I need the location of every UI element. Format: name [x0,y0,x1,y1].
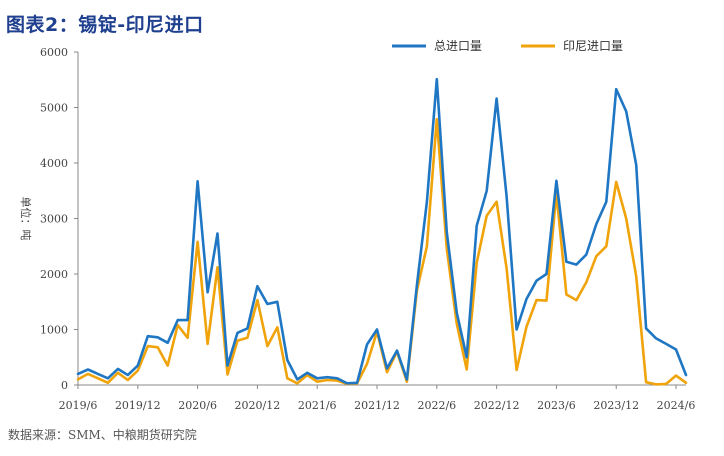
x-tick-label: 2020/6 [178,399,217,412]
y-tick-label: 2000 [40,268,68,281]
y-tick-label: 5000 [40,102,68,115]
legend: 总进口量 印尼进口量 [392,39,623,53]
x-axis: 2019/6 2019/12 2020/6 2020/12 2021/6 2021/12 2… [59,384,696,412]
x-tick-label: 2020/12 [235,399,281,412]
x-tick-label: 2019/12 [115,399,161,412]
series-layer [76,77,688,386]
x-tick-label: 2023/12 [593,399,639,412]
y-axis: 0 1000 2000 3000 4000 5000 6000 [40,46,79,392]
y-tick-label: 0 [61,379,68,392]
source-note: 数据来源：SMM、中粮期货研究院 [8,428,197,442]
x-tick-label: 2023/6 [537,399,576,412]
legend-label: 印尼进口量 [563,39,623,53]
x-tick-label: 2024/6 [657,399,696,412]
y-axis-label: 单位：吨 [19,197,33,241]
x-tick-label: 2022/12 [474,399,520,412]
series-line-total-import [76,77,688,385]
chart-title: 图表2：锡锭-印尼进口 [6,14,204,36]
x-tick-label: 2021/12 [354,399,400,412]
x-tick-label: 2022/6 [417,399,456,412]
x-tick-label: 2021/6 [298,399,337,412]
legend-label: 总进口量 [434,39,482,53]
y-tick-label: 1000 [40,324,68,337]
y-tick-label: 4000 [40,157,68,170]
y-tick-label: 6000 [40,46,68,59]
x-tick-label: 2019/6 [59,399,98,412]
y-tick-label: 3000 [40,213,68,226]
